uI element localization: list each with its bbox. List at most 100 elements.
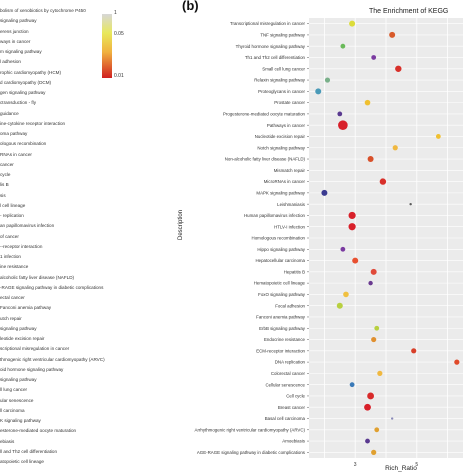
data-point bbox=[395, 65, 402, 72]
left-row-label: thmogenic right ventricular cardiomyopat… bbox=[0, 356, 105, 362]
y-tick-label: Transcriptional misregulation in cancer bbox=[230, 21, 306, 26]
left-row-label: --receptor interaction bbox=[0, 243, 43, 249]
data-point bbox=[377, 370, 383, 376]
data-point bbox=[340, 43, 346, 49]
data-point bbox=[365, 438, 370, 444]
data-point bbox=[411, 348, 417, 354]
y-tick-label: Focal adhesion bbox=[275, 303, 305, 308]
x-tick-label: 3 bbox=[354, 462, 357, 468]
left-row-label: lis B bbox=[0, 182, 9, 188]
x-tick-label: 5 bbox=[415, 462, 418, 468]
left-row-label: esterone-mediated oocyte maturation bbox=[0, 428, 77, 434]
left-row-label: oma pathway bbox=[0, 131, 28, 136]
data-point bbox=[338, 120, 348, 130]
data-point bbox=[371, 336, 377, 343]
left-row-label: bolism of xenobiotics by cytochrome P450 bbox=[0, 8, 86, 13]
y-tick-label: ErbB signaling pathway bbox=[259, 326, 306, 331]
data-point bbox=[348, 211, 356, 220]
data-point bbox=[368, 280, 373, 286]
data-point bbox=[367, 156, 374, 163]
y-tick-label: AGE-RAGE signaling pathway in diabetic c… bbox=[197, 450, 306, 455]
data-point bbox=[370, 268, 377, 275]
y-tick-label: Hepatocellular carcinoma bbox=[255, 258, 305, 263]
y-tick-label: Hippo signaling pathway bbox=[257, 247, 305, 252]
data-point bbox=[379, 178, 387, 185]
left-row-label: signaling pathway bbox=[0, 325, 37, 331]
y-tick-label: Hepatitis B bbox=[284, 269, 305, 274]
y-tick-label: Th1 and Th2 cell differentiation bbox=[245, 55, 306, 60]
y-tick-label: Human papillomavirus infection bbox=[244, 213, 306, 218]
data-point bbox=[392, 145, 398, 151]
left-row-label: ologous recombination bbox=[0, 141, 47, 147]
left-row-label: of cancer bbox=[0, 233, 19, 239]
left-row-label: guidance bbox=[0, 110, 19, 116]
left-row-label: ll carcinoma bbox=[0, 407, 25, 413]
left-row-label: sis bbox=[0, 192, 6, 198]
left-row-label: an papillomavirus infection bbox=[0, 223, 55, 229]
left-row-label: signaling pathway bbox=[0, 18, 37, 24]
x-axis-title: Rich_Ratio bbox=[385, 465, 417, 472]
left-row-label: ular senescence bbox=[0, 397, 34, 403]
data-point bbox=[371, 449, 377, 455]
data-point bbox=[389, 31, 396, 38]
left-row-label: leotide excision repair bbox=[0, 336, 45, 341]
y-tick-label: Breast cancer bbox=[278, 405, 306, 410]
left-row-label: ebiasis bbox=[0, 438, 15, 444]
data-point bbox=[364, 99, 371, 106]
data-point bbox=[374, 325, 380, 331]
y-tick-label: Small cell lung cancer bbox=[262, 66, 305, 71]
y-tick-label: Colorectal cancer bbox=[271, 371, 306, 376]
left-row-label: l adhesion bbox=[0, 59, 21, 65]
y-tick-label: Cell cycle bbox=[286, 394, 305, 399]
left-row-label: - replication bbox=[0, 213, 24, 218]
left-row-label: ectal cancer bbox=[0, 295, 25, 300]
y-tick-label: Mismatch repair bbox=[274, 168, 306, 173]
y-tick-label: Nucleotide excision repair bbox=[255, 134, 306, 139]
data-point bbox=[349, 382, 355, 388]
data-point bbox=[364, 403, 371, 411]
y-tick-label: FoxO signaling pathway bbox=[258, 292, 306, 297]
y-tick-label: ECM-receptor interaction bbox=[256, 348, 305, 353]
y-tick-label: Notch signaling pathway bbox=[257, 145, 305, 150]
data-point bbox=[367, 392, 374, 400]
left-row-label: utch repair bbox=[0, 315, 22, 321]
colorbar bbox=[102, 14, 112, 78]
data-point bbox=[321, 189, 328, 196]
left-row-label: oid hormone signaling pathway bbox=[0, 366, 64, 372]
left-row-label: rophic cardiomyopathy (HCM) bbox=[0, 69, 62, 75]
data-point bbox=[352, 257, 359, 264]
left-row-label: ll and Th2 cell differentiation bbox=[0, 448, 58, 454]
data-point bbox=[315, 88, 322, 95]
y-tick-label: Basal cell carcinoma bbox=[265, 416, 306, 421]
y-tick-label: MicroRNAs in cancer bbox=[264, 179, 306, 184]
left-row-label: ll lung cancer bbox=[0, 387, 28, 393]
left-row-label: ctransduction - fly bbox=[0, 100, 36, 106]
y-tick-label: MAPK signaling pathway bbox=[256, 190, 305, 195]
y-tick-label: Cellular senescence bbox=[265, 382, 305, 387]
y-tick-label: Proteoglycans in cancer bbox=[258, 89, 305, 94]
left-row-label: scriptional misregulation in cancer bbox=[0, 346, 70, 352]
data-point bbox=[348, 223, 356, 231]
chart-title: The Enrichment of KEGG bbox=[369, 8, 449, 15]
y-tick-label: Endocrine resistance bbox=[264, 337, 306, 342]
left-row-label: K signaling pathway bbox=[0, 418, 41, 423]
data-point bbox=[349, 20, 356, 27]
y-tick-label: Pathways in cancer bbox=[267, 123, 306, 128]
y-tick-label: Thyroid hormone signaling pathway bbox=[236, 44, 306, 49]
left-row-label: l cell lineage bbox=[0, 202, 26, 208]
data-point bbox=[324, 77, 331, 83]
data-point bbox=[343, 291, 349, 298]
y-tick-label: Progesterone-mediated oocyte maturation bbox=[223, 111, 306, 116]
y-tick-label: Leishmaniasis bbox=[277, 202, 306, 207]
left-row-label: gen signaling pathway bbox=[0, 90, 46, 95]
colorbar-tick: 0.01 bbox=[114, 73, 124, 79]
left-row-label: ine-cytokine receptor interaction bbox=[0, 120, 66, 126]
y-tick-label: HTLV-I infection bbox=[274, 224, 305, 229]
left-row-label: d cardiomyopathy (DCM) bbox=[0, 79, 52, 85]
left-panel: bolism of xenobiotics by cytochrome P450… bbox=[0, 0, 190, 474]
data-point bbox=[340, 246, 346, 252]
y-tick-label: Arrhythmogenic right ventricular cardiom… bbox=[195, 427, 306, 432]
data-point bbox=[409, 202, 412, 206]
data-point bbox=[337, 111, 343, 117]
